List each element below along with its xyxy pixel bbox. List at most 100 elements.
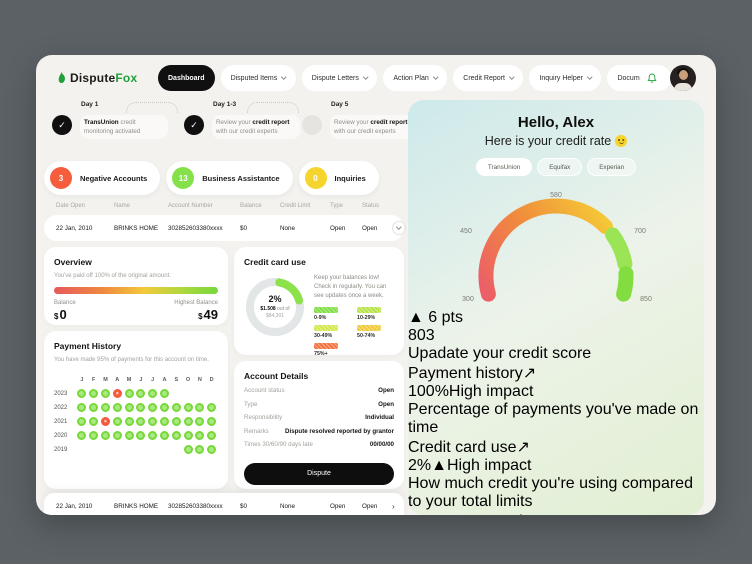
- greeting-subtitle: Here is your credit rate: [408, 134, 704, 148]
- payment-dot-ontime: [77, 403, 87, 413]
- step-description: Review your credit report with our credi…: [330, 115, 418, 140]
- year-label: 2021: [54, 418, 68, 425]
- cell-balance: $0: [240, 224, 248, 232]
- avatar-shirt: [674, 83, 692, 91]
- column-header: Credit Limit: [280, 203, 311, 209]
- payment-dot-ontime: [207, 403, 217, 413]
- step-day-5: Day 5 ✓ Review your credit report with o…: [302, 101, 424, 140]
- score-factors-grid: Payment history↗ 100%High impact Percent…: [408, 363, 704, 515]
- payment-dot-ontime: [183, 403, 193, 413]
- stat-label: Business Assistantce: [202, 173, 280, 183]
- expand-icon[interactable]: ↗: [516, 439, 530, 456]
- payment-dot-ontime: [136, 417, 146, 427]
- month-label: O: [185, 376, 191, 383]
- update-score-button[interactable]: Upadate your credit score: [408, 345, 592, 362]
- column-header: Account Number: [168, 203, 213, 209]
- nav-item-disputed-items[interactable]: Disputed Items: [220, 65, 296, 91]
- payment-year-row: 2019: [54, 443, 218, 456]
- gauge-tick-450: 450: [460, 228, 472, 235]
- expand-row-button[interactable]: [392, 221, 406, 235]
- payment-dot-ontime: [171, 431, 181, 441]
- chevron-down-icon: [587, 74, 593, 80]
- payment-dot-ontime: [77, 431, 87, 441]
- column-header: Name: [114, 203, 131, 209]
- donut-svg: [246, 278, 304, 336]
- nav-item-dispute-letters[interactable]: Dispute Letters: [301, 65, 378, 91]
- leaf-icon: [58, 71, 65, 83]
- dispute-button[interactable]: Dispute: [244, 462, 394, 485]
- payment-dot-ontime: [136, 403, 146, 413]
- payment-dot-ontime: [148, 431, 158, 441]
- dashboard-window: DisputeFox Dashboard Disputed Items Disp…: [36, 55, 716, 515]
- gauge-tick-580: 580: [550, 192, 562, 199]
- stat-label: Inquiries: [334, 173, 366, 183]
- legend-label: 75%+: [314, 351, 328, 357]
- expand-icon[interactable]: ↗: [522, 365, 537, 382]
- gauge-arc-svg: 300 450 580 700 850: [460, 192, 652, 303]
- utilization-percent: 2%: [268, 293, 282, 304]
- expand-row-button[interactable]: ›: [392, 501, 395, 511]
- donut-center-text: 2% $1.508 out of $84,301: [244, 274, 306, 338]
- gauge-tick-850: 850: [640, 296, 652, 303]
- tab-transunion[interactable]: TransUnion: [475, 158, 533, 176]
- payment-year-row: 2020: [54, 429, 218, 442]
- detail-row: Account status Open: [244, 387, 394, 394]
- gauge-tick-700: 700: [634, 228, 646, 235]
- tab-experian[interactable]: Experian: [587, 158, 637, 176]
- smiley-icon: [615, 135, 628, 147]
- chevron-down-icon: [509, 74, 515, 80]
- payment-dot-ontime: [100, 431, 110, 441]
- credit-score-panel: Hello, Alex Here is your credit rate Tra…: [408, 100, 704, 515]
- month-label: J: [151, 376, 155, 383]
- step-day-1-3: Day 1-3 ✓ Review your credit report with…: [184, 101, 306, 140]
- cell-type: Open: [330, 502, 346, 510]
- step-description: TransUnion credit monitoring activated: [80, 115, 168, 140]
- month-label: M: [126, 376, 132, 383]
- payment-history-grid: J F M A M J J A S O N D 2023 × 2022 2021 × 2020 2019: [54, 373, 218, 456]
- legend-item: 10-29%: [357, 307, 394, 321]
- card-title: Payment History: [54, 341, 122, 351]
- legend-item: 30-49%: [314, 325, 351, 339]
- detail-row: Responsibility Individual: [244, 414, 394, 421]
- step-description: Review your credit report with our credi…: [212, 115, 300, 140]
- stat-negative-accounts[interactable]: 3 Negative Accounts: [44, 161, 161, 195]
- factor-description: How much credit you're using compared to…: [408, 475, 693, 510]
- main-nav: Dashboard Disputed Items Dispute Letters…: [158, 65, 672, 91]
- nav-item-dashboard[interactable]: Dashboard: [158, 65, 215, 91]
- payment-dot-ontime: [195, 445, 205, 455]
- credit-score-gauge: 300 450 580 700 850 ▲ 6 pts 803: [408, 176, 704, 345]
- legend-label: 10-29%: [357, 315, 376, 321]
- payment-dot-ontime: [77, 417, 87, 427]
- stat-inquiries[interactable]: 0 Inquiries: [298, 161, 379, 195]
- payment-dot-ontime: [112, 403, 122, 413]
- detail-row: Times 30/60/90 days late 00/00/00: [244, 441, 394, 448]
- payment-dot-ontime: [89, 417, 99, 427]
- payment-dot-ontime: [136, 389, 146, 399]
- nav-item-action-plan[interactable]: Action Plan: [383, 65, 448, 91]
- highest-balance-label: Highest Balance: [174, 300, 218, 307]
- notifications-button[interactable]: [640, 66, 664, 90]
- tab-equifax[interactable]: Equifax: [537, 158, 583, 176]
- column-header: Balance: [240, 203, 262, 209]
- payment-dot-missed: ×: [100, 417, 110, 427]
- card-title: Overview: [54, 257, 92, 267]
- nav-item-inquiry-helper[interactable]: Inquiry Helper: [529, 65, 602, 91]
- user-avatar[interactable]: [670, 65, 696, 91]
- legend-swatch: [314, 325, 338, 331]
- expand-icon[interactable]: ↗: [535, 513, 548, 515]
- cell-status: Open: [362, 502, 378, 510]
- nav-item-credit-report[interactable]: Credit Report: [453, 65, 524, 91]
- utilization-total: $84,301: [265, 312, 285, 319]
- score-delta-badge: ▲ 6 pts: [408, 309, 463, 326]
- account-table-row: 22 Jan, 2010 BRINKS HOME 302852603380xxx…: [44, 215, 406, 241]
- gauge-tick-300: 300: [462, 296, 474, 303]
- legend-label: 30-49%: [314, 333, 333, 339]
- stat-business-assistance[interactable]: 13 Business Assistantce: [166, 161, 293, 195]
- payment-history-description: You have made 95% of payments for this a…: [54, 357, 209, 363]
- utilization-tip: Keep your balances low! Check in regular…: [314, 275, 387, 299]
- payment-dot-ontime: [195, 431, 205, 441]
- impact-badge: High impact: [446, 457, 532, 474]
- payment-dot-ontime: [148, 389, 158, 399]
- utilization-amount: $1.508 out of: [260, 305, 290, 312]
